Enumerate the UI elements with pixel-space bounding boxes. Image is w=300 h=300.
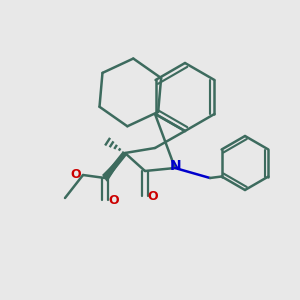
Text: O: O	[147, 190, 158, 203]
Text: O: O	[70, 169, 81, 182]
Text: O: O	[108, 194, 119, 208]
Polygon shape	[103, 153, 125, 181]
Text: N: N	[170, 159, 182, 173]
